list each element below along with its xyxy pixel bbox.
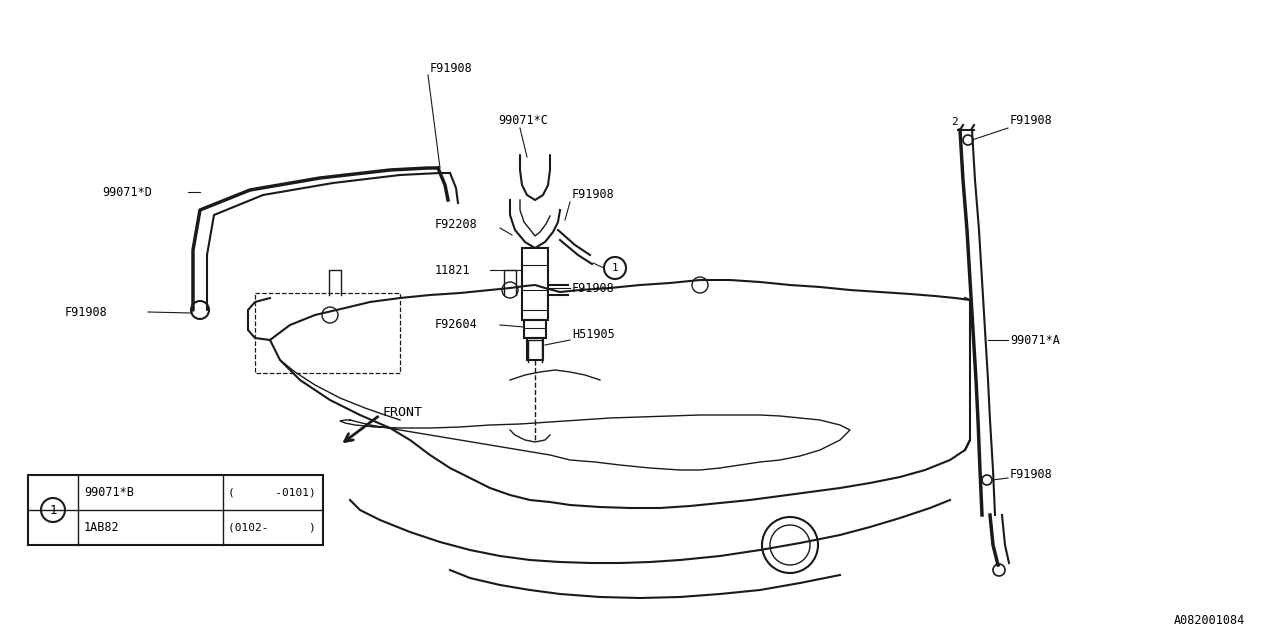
Circle shape — [604, 257, 626, 279]
Text: 1: 1 — [612, 263, 618, 273]
Circle shape — [41, 498, 65, 522]
Circle shape — [191, 301, 209, 319]
Text: F91908: F91908 — [572, 282, 614, 294]
Circle shape — [993, 564, 1005, 576]
Bar — [522, 248, 548, 320]
Text: H51905: H51905 — [572, 328, 614, 342]
Text: 99071*D: 99071*D — [102, 186, 152, 198]
Bar — [527, 338, 543, 360]
Text: F91908: F91908 — [572, 189, 614, 202]
Text: F91908: F91908 — [1010, 113, 1052, 127]
Bar — [28, 475, 323, 545]
Text: 99071*A: 99071*A — [1010, 333, 1060, 346]
Text: (0102-      ): (0102- ) — [228, 522, 316, 532]
Text: F91908: F91908 — [65, 305, 108, 319]
Text: F91908: F91908 — [430, 61, 472, 74]
Text: F91908: F91908 — [1010, 468, 1052, 481]
Bar — [524, 320, 547, 338]
Text: A082001084: A082001084 — [1174, 614, 1245, 627]
Circle shape — [982, 475, 992, 485]
Text: F92604: F92604 — [435, 319, 477, 332]
Text: FRONT: FRONT — [383, 406, 422, 419]
Text: 11821: 11821 — [435, 264, 471, 276]
Text: 1AB82: 1AB82 — [84, 521, 119, 534]
Text: 2: 2 — [951, 117, 957, 127]
Text: 99071*C: 99071*C — [498, 113, 548, 127]
Text: 99071*B: 99071*B — [84, 486, 134, 499]
Circle shape — [963, 135, 973, 145]
Text: (      -0101): ( -0101) — [228, 488, 316, 497]
Text: 1: 1 — [49, 504, 56, 516]
Text: F92208: F92208 — [435, 218, 477, 232]
Bar — [255, 293, 399, 373]
